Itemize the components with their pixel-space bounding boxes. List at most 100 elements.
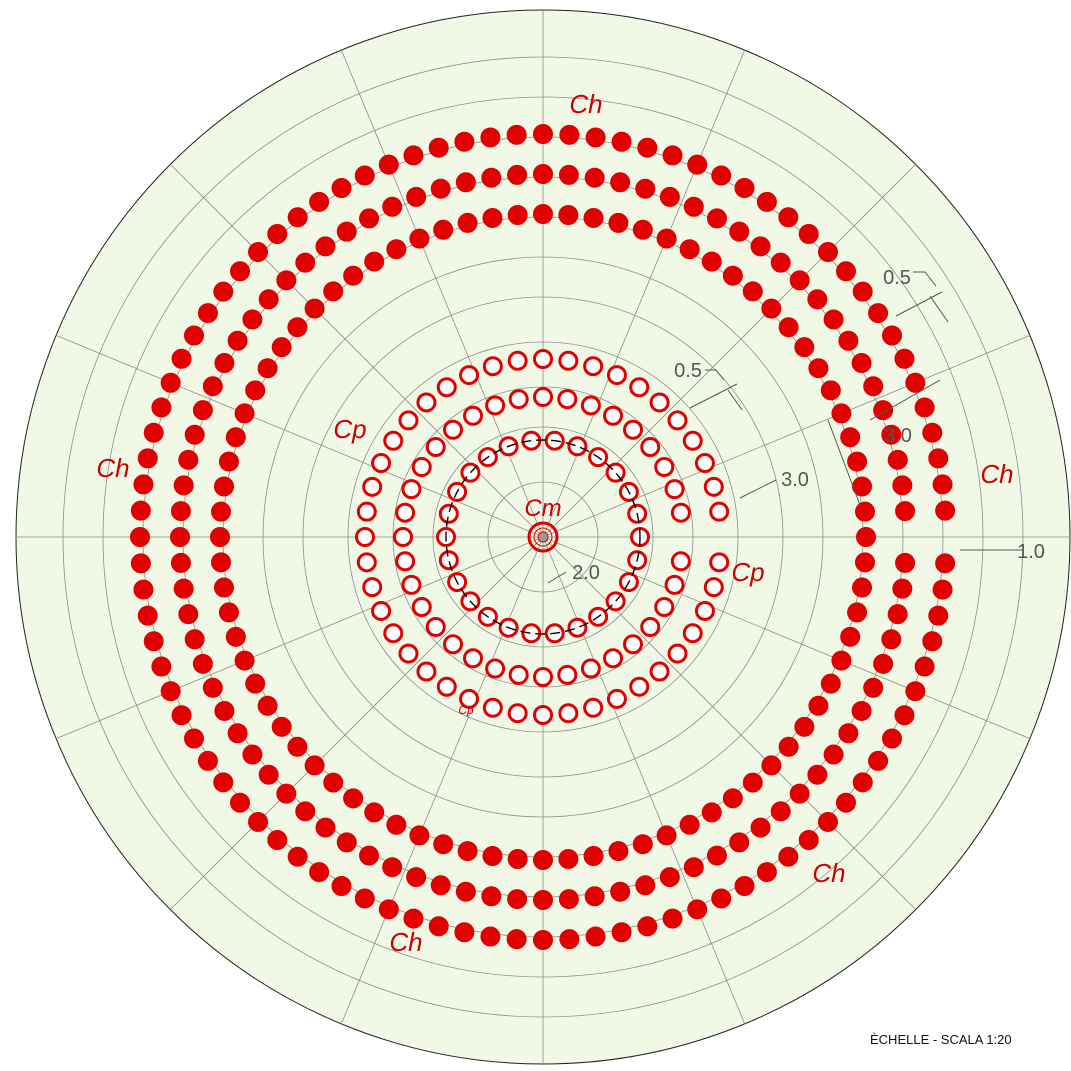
hole-ch [895,501,916,522]
hole-ch [214,700,235,721]
hole-ch [789,783,810,804]
hole-cp [383,430,404,451]
hole-ch [722,788,743,809]
hole-ch [905,681,926,702]
hole-ch [855,501,876,522]
hole-ch [287,736,308,757]
hole-ch [611,131,632,152]
hole-ch [214,353,235,374]
hole-ch [778,736,799,757]
hole-ch [770,252,791,273]
hole-ch [533,164,553,184]
hole-ch [922,631,943,652]
hole-ch [295,252,316,273]
hole-ch [192,653,213,674]
dim-inner-gap: 3.0 [781,469,809,491]
hole-ch [271,716,292,737]
hole-ch [734,876,755,897]
hole-cp [393,527,413,547]
hole-ch [831,650,852,671]
hole-ch [242,309,263,330]
hole-cp [436,377,457,398]
hole-cp [438,503,459,524]
hole-cp [425,437,446,458]
hole-ch [309,862,330,883]
hole-ch [632,219,653,240]
hole-cp [603,405,623,426]
hole-ch [409,228,430,249]
hole-ch [507,889,528,910]
hole-ch [213,476,234,497]
hole-ch [336,832,357,853]
hole-ch [729,221,750,242]
hole-cp [622,634,643,655]
hole-ch [611,922,632,943]
hole-ch [248,811,269,832]
hole-cp [401,479,422,500]
hole-ch [258,289,279,310]
hole-ch [480,926,501,947]
hole-ch [679,814,700,835]
hole-ch [218,602,239,623]
hole-ch [184,629,205,650]
hole-ch [637,916,658,937]
hole-ch [482,207,503,228]
hole-ch [794,337,815,358]
hole-ch [386,239,407,260]
hole-ch [835,792,856,813]
grid-radial-line [55,536,544,740]
hole-ch [304,298,325,319]
hole-ch [851,353,872,374]
hole-ch [778,846,799,867]
hole-ch [230,261,251,282]
hole-ch [882,728,903,749]
hole-cp [694,600,715,621]
hole-ch [905,372,926,393]
hole-ch [914,656,935,677]
hole-ch [454,922,475,943]
hole-cp [567,436,588,457]
hole-ch [192,400,213,421]
hole-ch [873,653,894,674]
hole-cp [411,457,432,477]
hole-ch [210,501,231,522]
hole-ch [245,673,266,694]
hole-cp [508,664,529,685]
hole-cp [622,419,643,440]
hole-ch [242,744,263,765]
grid-radial-line [542,536,916,910]
hole-ch [406,186,427,207]
hole-ch [823,309,844,330]
hole-ch [225,626,246,647]
hole-ch [750,817,771,838]
hole-ch [817,811,838,832]
grid-radial-line [170,536,544,910]
hole-ch [706,208,727,229]
hole-cp [463,405,483,426]
hole-ch [701,251,722,272]
hole-ch [922,422,943,443]
hole-cp [606,688,627,709]
grid-radial-line [542,334,1031,538]
hole-ch [533,850,553,870]
hole-cp [580,658,601,679]
hole-ch [823,744,844,765]
hole-ch [789,270,810,291]
hole-ch [807,764,828,785]
label-ch-top: Ch [569,89,602,119]
hole-ch [343,265,364,286]
hole-ch [750,236,771,257]
hole-ch [315,817,336,838]
grid-radial-line [542,164,916,538]
hole-cp [533,349,553,369]
hole-ch [882,325,903,346]
hole-ch [881,629,902,650]
hole-ch [659,867,680,888]
hole-ch [257,358,278,379]
hole-ch [143,631,164,652]
hole-ch [137,448,158,469]
hole-ch [507,164,528,185]
hole-ch [506,929,527,950]
hole-ch [558,849,579,870]
hole-ch [354,165,375,186]
